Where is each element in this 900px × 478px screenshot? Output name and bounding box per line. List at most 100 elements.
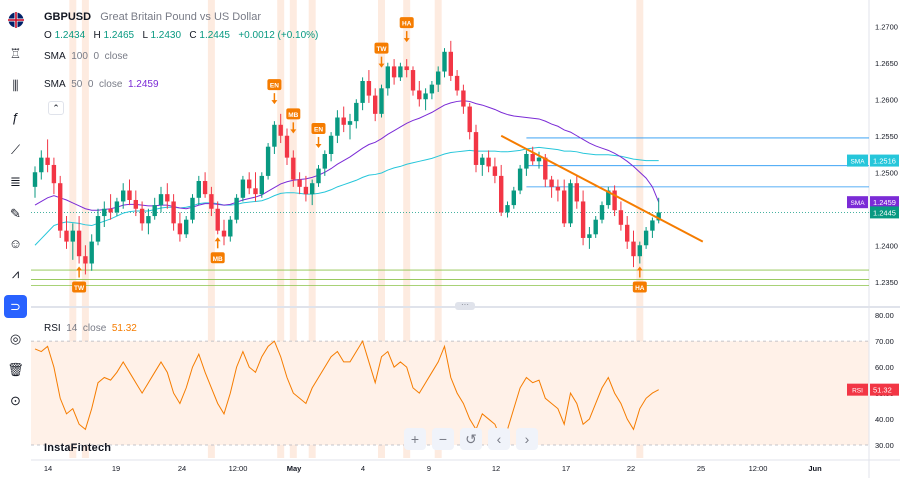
indicators-icon[interactable]: ⫼: [12, 77, 19, 93]
candle: [448, 40, 453, 81]
collapse-legend-button[interactable]: ⌃: [48, 101, 64, 115]
candle-body: [70, 230, 75, 242]
time-tick-label: 14: [44, 464, 52, 473]
marker-arrow-head: [403, 38, 410, 43]
axis-label-name: SMA: [850, 159, 865, 166]
candle-body: [366, 81, 372, 96]
candle-body: [102, 208, 107, 217]
candle-body: [221, 230, 227, 237]
candle: [517, 164, 523, 195]
candle-body: [574, 183, 579, 202]
candle-body: [297, 179, 302, 187]
pattern-marker-tw: TW: [374, 42, 389, 68]
candle: [146, 208, 151, 235]
change-value: +0.0012 (+0.10%): [238, 30, 319, 41]
scroll-right-button[interactable]: ›: [516, 428, 538, 450]
candle: [461, 84, 466, 114]
hide-drawings-icon[interactable]: ◎: [9, 330, 22, 346]
candle-body: [429, 84, 435, 94]
trend-line-icon[interactable]: ⟋: [10, 141, 21, 157]
marker-box: [374, 42, 389, 54]
candle-body: [95, 216, 101, 242]
zoom-out-button[interactable]: −: [432, 428, 454, 450]
price-chart[interactable]: TW MB EN MB EN TW HA HA 1.2700 1.2650 1.2600 1.2550…: [31, 0, 900, 478]
emoji-icon[interactable]: ☺: [8, 236, 23, 251]
pane-resize-handle[interactable]: ···: [455, 301, 475, 310]
rsi-legend[interactable]: RSI 14 close 51.32: [44, 323, 137, 334]
candle-body: [177, 223, 183, 235]
symbol-title: GBPUSD Great Britain Pound vs US Dollar: [44, 11, 261, 23]
candle-body: [650, 220, 655, 231]
price-tick-label: 1.2500: [875, 168, 898, 177]
rsi-line: [34, 339, 659, 441]
highlight-band: [434, 0, 442, 458]
highlight-band: [81, 0, 89, 458]
candle-body: [284, 135, 290, 158]
candle-body: [379, 88, 384, 114]
candle-body: [562, 190, 567, 224]
candle-body: [461, 90, 466, 107]
marker-label: EN: [314, 126, 323, 133]
lock-icon[interactable]: ⊙: [10, 392, 21, 408]
candle-body: [146, 216, 151, 224]
candle-body: [228, 219, 233, 237]
candle-body: [385, 66, 390, 89]
axis-label-box: [870, 383, 899, 396]
candle: [322, 150, 327, 176]
candle-body: [265, 146, 271, 176]
highlight-band: [207, 0, 215, 458]
candle-body: [637, 245, 642, 257]
zoom-in-button[interactable]: +: [404, 428, 426, 450]
delete-icon[interactable]: 🗑: [7, 361, 24, 377]
candle-body: [32, 172, 38, 187]
time-tick-label: 4: [361, 464, 365, 473]
scroll-left-button[interactable]: ‹: [488, 428, 510, 450]
pattern-marker-mb: MB: [286, 108, 301, 134]
flag-icon[interactable]: [4, 8, 27, 31]
sma50-value: 1.2459: [127, 79, 159, 90]
candle: [404, 59, 409, 78]
candle: [492, 157, 498, 184]
rsi-length: 14: [66, 323, 78, 334]
candle: [480, 154, 485, 176]
fx-icon[interactable]: ƒ: [11, 110, 20, 125]
candle: [209, 186, 214, 217]
sma50-legend[interactable]: SMA 50 0 close 1.2459: [44, 79, 159, 90]
candle-body: [555, 186, 561, 191]
candle: [51, 157, 57, 195]
reset-button[interactable]: ↺: [460, 428, 482, 450]
candle: [253, 172, 258, 202]
pattern-marker-tw: TW: [72, 266, 87, 293]
candle: [121, 183, 126, 209]
candles-icon[interactable]: ♖: [9, 45, 22, 61]
highlight-band: [378, 0, 385, 458]
rsi-tick-label: 60.00: [875, 363, 894, 372]
candle: [530, 146, 535, 165]
pattern-icon[interactable]: ⩘: [11, 265, 20, 281]
fib-icon[interactable]: ≣: [10, 173, 21, 189]
sma100-legend[interactable]: SMA 100 0 close: [44, 51, 128, 62]
candle-body: [341, 117, 346, 125]
candle: [473, 124, 479, 173]
candle-body: [417, 90, 422, 100]
high-value: 1.2465: [103, 30, 135, 41]
axis-label-box: [870, 206, 899, 219]
candle: [228, 216, 233, 242]
candle: [152, 197, 157, 220]
pattern-marker-ha: HA: [399, 17, 414, 43]
candle-body: [354, 102, 359, 122]
candle: [580, 190, 586, 246]
time-tick-label: 22: [627, 464, 635, 473]
candle: [360, 77, 365, 111]
chevron-up-icon: ⌃: [52, 102, 60, 113]
marker-label: EN: [270, 83, 279, 90]
symbol-description: Great Britain Pound vs US Dollar: [100, 11, 262, 23]
candle: [291, 150, 296, 187]
candle: [76, 216, 82, 264]
sma100-length: 100: [71, 51, 88, 62]
ohlc-legend: O 1.2434 H 1.2465 L 1.2430 C 1.2445 +0.0…: [44, 30, 318, 41]
marker-arrow-head: [76, 266, 83, 271]
magnet-icon[interactable]: ⊃: [4, 295, 27, 318]
marker-label: TW: [74, 285, 85, 292]
brush-icon[interactable]: ✎: [10, 205, 21, 221]
